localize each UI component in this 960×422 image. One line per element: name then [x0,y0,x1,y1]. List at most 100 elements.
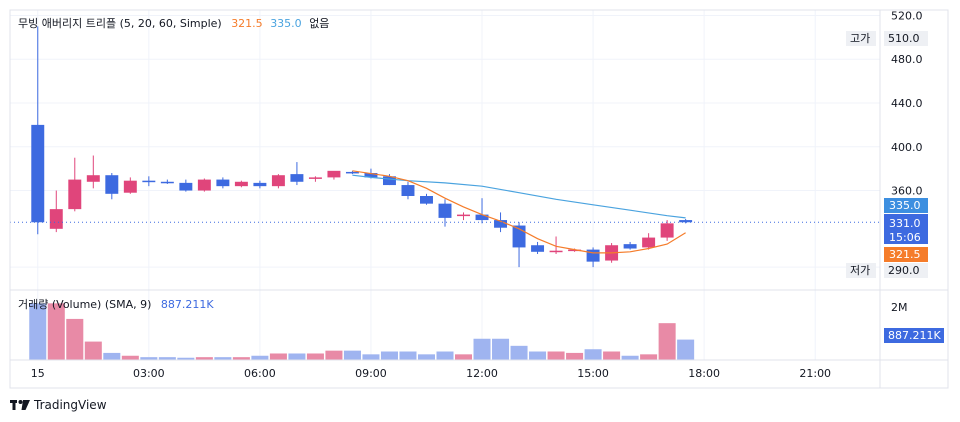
candle [401,181,415,200]
ma-legend-value-3: 없음 [309,17,330,30]
high-price-tag: 510.0 [888,32,920,45]
candle [142,176,156,187]
candle-body [494,220,508,228]
candle [86,155,100,189]
candle-body [549,250,563,253]
ma-long-line [352,174,686,219]
price-tags: 고가 510.0 335.0 331.0 15:06 321.5 저가 290.… [846,31,944,343]
chart-frame [9,9,949,389]
candle-body [271,175,285,187]
candle [197,178,211,192]
time-tick-label: 09:00 [355,367,387,380]
candle [105,173,119,200]
volume-bar [177,357,195,360]
candle [68,157,82,212]
time-tick-label: 18:00 [688,367,720,380]
candle [438,199,452,227]
candle-body [623,244,637,249]
volume-bar [140,357,158,360]
ma-short-price-tag: 321.5 [889,248,921,261]
ma-legend-title: 무빙 애버리지 트리플 (5, 20, 60, Simple) [18,17,222,30]
volume-bar [195,357,213,360]
brand[interactable]: TradingView [10,398,107,412]
volume-bar [251,355,269,360]
candle [679,218,693,224]
candle [253,180,267,189]
candle [160,179,174,184]
volume-bar [29,303,47,360]
candle-body [179,182,193,191]
candle-body [660,223,674,238]
time-tick-label: 06:00 [244,367,276,380]
grid-lines [10,10,880,360]
candle [475,198,489,224]
volume-bar [306,353,324,360]
candle-body [105,175,119,194]
ma-short-line [352,170,686,254]
candle-body [123,180,137,193]
volume-bar [380,351,398,360]
candle [420,193,433,205]
volume-bar [343,350,361,360]
countdown-tag: 15:06 [889,231,921,244]
price-tick-label: 520.0 [891,9,923,22]
low-label: 저가 [850,264,870,277]
volume-bar [214,357,232,360]
time-tick-label: 21:00 [799,367,831,380]
volume-bar [84,341,102,360]
candle-body [253,182,267,187]
candle-body [49,209,63,229]
candle-body [679,220,693,223]
time-tick-label: 12:00 [466,367,498,380]
volume-bar [658,323,676,360]
time-tick-label: 15 [31,367,45,380]
candle [531,241,545,254]
candle [234,180,248,188]
candle-body [475,214,489,221]
candle-body [345,171,359,174]
candle-body [568,249,582,252]
volume-sma-tag: 887.211K [888,329,941,342]
volume-bar [584,349,602,360]
volume-bar [603,351,621,360]
candle-body [31,124,45,223]
candle-body [364,173,378,178]
candle-body [457,214,470,217]
volume-bar [399,351,417,360]
candle [586,247,600,268]
candle-body [234,181,248,187]
time-axis[interactable]: 15 03:00 06:00 09:00 12:00 15:00 18:00 21:00 [31,367,831,380]
candle-body [197,179,211,191]
volume-bar [288,353,306,360]
volume-bar [436,351,454,360]
candle-body [160,181,174,184]
candle-body [382,176,396,186]
candle [216,177,230,189]
price-tick-label: 480.0 [891,53,923,66]
volume-bar [547,351,565,360]
candle [271,174,285,189]
candle-body [86,175,100,182]
volume-bar [640,354,658,360]
price-tick-label: 400.0 [891,141,923,154]
candle-body [68,179,82,210]
time-tick-label: 03:00 [133,367,165,380]
candle-body [216,179,230,187]
volume-legend[interactable]: 거래량 (Volume) (SMA, 9) 887.211K [18,296,214,312]
candle [308,176,322,182]
last-price-tag: 331.0 [889,217,921,230]
candle [179,179,193,192]
ma-legend-value-1: 321.5 [231,17,263,30]
candle-body [308,177,322,179]
ma-legend-value-2: 335.0 [270,17,302,30]
price-tick-label: 360.0 [891,185,923,198]
volume-bar [510,345,528,360]
volume-bar [362,354,380,360]
candle-body [438,203,452,218]
low-price-tag: 290.0 [888,264,920,277]
volume-bar [492,338,510,360]
volume-bar [621,355,639,360]
candle-body [642,237,656,248]
ma-legend[interactable]: 무빙 애버리지 트리플 (5, 20, 60, Simple) 321.5 33… [18,15,329,31]
